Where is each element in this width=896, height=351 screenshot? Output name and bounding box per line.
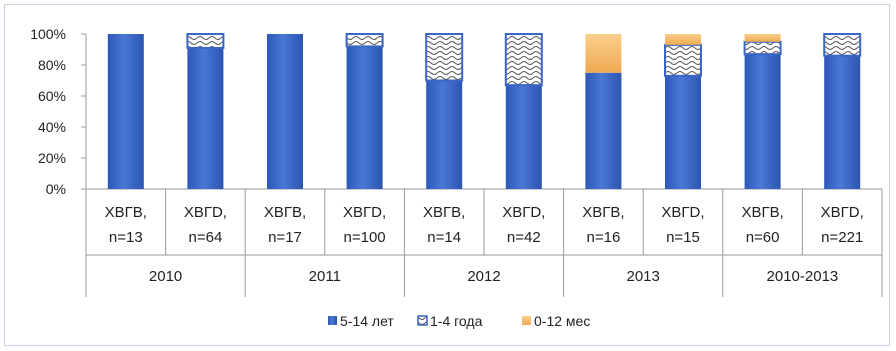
bar-segment-5-14 лет: [665, 75, 701, 189]
group-label: 2013: [627, 268, 660, 285]
chart-frame: 0% 20% 40% 60% 80% 100% ХВГВ, n=13 ХВГD, n=64 ХВГ…: [4, 4, 890, 346]
legend-label: 0-12 мес: [534, 313, 590, 329]
group-label: 2010: [149, 268, 182, 285]
bar-segment-5-14 лет: [585, 72, 622, 189]
category-label-line1: ХВГВ,: [423, 204, 465, 221]
group-label: 2010-2013: [767, 268, 839, 285]
y-tick-label: 60%: [38, 88, 66, 104]
bar-segment-5-14 лет: [267, 34, 303, 189]
bar-segment-5-14 лет: [426, 80, 463, 189]
legend-label: 1-4 года: [430, 313, 483, 329]
bar-segment-1-4 года: [823, 33, 862, 57]
y-tick-label: 80%: [38, 57, 66, 73]
bar-segment-0-12 мес: [665, 34, 701, 45]
legend-label: 5-14 лет: [340, 313, 394, 329]
x-axis-labels: ХВГВ, n=13 ХВГD, n=64 ХВГВ, n=17 ХВГD, n=100 ХВГ…: [105, 204, 864, 285]
legend-swatch: [522, 316, 531, 325]
category-label-line2: n=14: [427, 229, 461, 246]
bar-segment-5-14 лет: [187, 47, 224, 190]
category-label-line1: ХВГВ,: [582, 204, 624, 221]
category-label-line1: ХВГВ,: [264, 204, 306, 221]
y-tick-label: 100%: [30, 26, 66, 42]
y-tick-label: 40%: [38, 119, 66, 135]
bar-segment-1-4 года: [345, 33, 384, 48]
category-label-line1: ХВГD,: [502, 204, 545, 221]
group-label: 2012: [467, 268, 500, 285]
category-label-line1: ХВГD,: [184, 204, 227, 221]
bar-segment-1-4 года: [743, 40, 782, 56]
bar-segment-1-4 года: [425, 33, 464, 82]
category-label-line2: n=60: [746, 229, 780, 246]
category-label-line2: n=15: [666, 229, 700, 246]
category-label-line2: n=42: [507, 229, 541, 246]
legend-swatch: [328, 316, 337, 325]
legend-swatch: [417, 315, 428, 326]
bar-segment-5-14 лет: [824, 55, 861, 190]
category-label-line1: ХВГD,: [821, 204, 864, 221]
bar-segment-5-14 лет: [744, 54, 781, 190]
legend: 5-14 лет 1-4 года 0-12 мес: [328, 313, 590, 329]
bar-segment-1-4 года: [664, 43, 702, 77]
bar-segment-5-14 лет: [505, 85, 542, 189]
category-label-line1: ХВГВ,: [741, 204, 783, 221]
category-label-line1: ХВГD,: [661, 204, 704, 221]
stacked-bar-chart: 0%20%40%60%80%100% ХВГВ,n=13ХВГD,n=64ХВГ…: [30, 26, 883, 329]
group-label: 2011: [309, 268, 341, 285]
category-label-line2: n=221: [821, 229, 863, 246]
bar-segment-1-4 года: [504, 33, 543, 87]
category-label-line2: n=100: [344, 229, 386, 246]
bars: [107, 33, 862, 190]
bar-segment-0-12 мес: [585, 34, 622, 73]
bar-segment-5-14 лет: [346, 46, 383, 190]
bar-segment-0-12 мес: [744, 34, 781, 42]
category-label-line2: n=64: [189, 229, 223, 246]
category-label-line1: ХВГD,: [343, 204, 386, 221]
bar-segment-1-4 года: [186, 33, 225, 49]
y-tick-label: 0%: [46, 181, 66, 197]
category-label-line2: n=16: [587, 229, 621, 246]
bar-segment-5-14 лет: [107, 34, 144, 189]
category-label-line2: n=13: [109, 229, 143, 246]
y-tick-label: 20%: [38, 150, 66, 166]
category-label-line1: ХВГВ,: [105, 204, 147, 221]
axes: 0% 20% 40% 60% 80% 100%: [30, 26, 883, 297]
category-label-line2: n=17: [268, 229, 302, 246]
